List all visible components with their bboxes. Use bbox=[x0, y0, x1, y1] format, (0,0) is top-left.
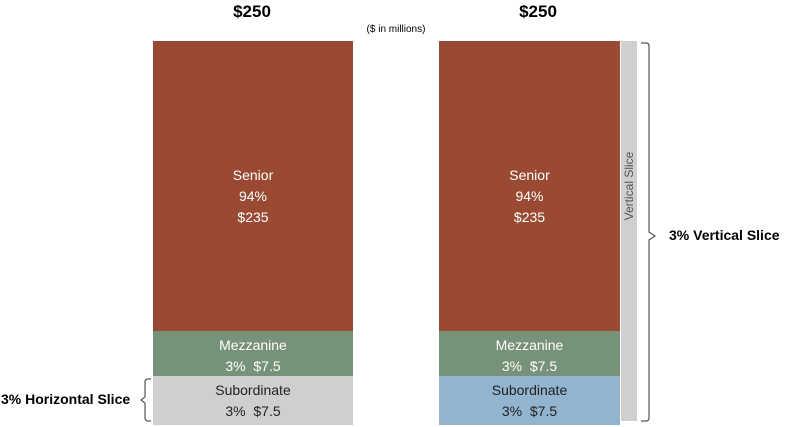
left-mezzanine-name: Mezzanine bbox=[219, 337, 287, 353]
right-mezzanine-tranche: Mezzanine 3% $7.5 bbox=[439, 331, 620, 376]
right-senior-amount: $235 bbox=[513, 209, 546, 225]
vertical-slice-bracket bbox=[641, 42, 657, 422]
right-senior-pct: 94% bbox=[515, 188, 544, 204]
right-subordinate-name: Subordinate bbox=[491, 382, 568, 398]
left-senior-tranche: Senior 94% $235 bbox=[153, 41, 353, 331]
right-mezzanine-name: Mezzanine bbox=[495, 337, 564, 353]
left-total: $250 bbox=[233, 2, 271, 21]
right-total: $250 bbox=[519, 2, 557, 21]
left-subordinate-name: Subordinate bbox=[215, 382, 291, 398]
vertical-slice-annotation: 3% Vertical Slice bbox=[669, 227, 780, 243]
right-subordinate-tranche: Subordinate 3% $7.5 bbox=[439, 376, 620, 425]
units-note: ($ in millions) bbox=[366, 24, 426, 35]
right-senior-tranche: Senior 94% $235 bbox=[439, 41, 620, 331]
horizontal-slice-bracket bbox=[140, 378, 151, 422]
left-mezzanine-tranche: Mezzanine 3% $7.5 bbox=[153, 331, 353, 376]
left-subordinate-tranche: Subordinate 3% $7.5 bbox=[153, 376, 353, 425]
right-mezzanine-value: 3% $7.5 bbox=[501, 358, 558, 374]
left-senior-amount: $235 bbox=[237, 209, 269, 225]
right-senior-name: Senior bbox=[509, 167, 550, 183]
vertical-slice-strip bbox=[621, 41, 637, 421]
horizontal-slice-label: 3% Horizontal Slice bbox=[1, 391, 131, 407]
right-subordinate-value: 3% $7.5 bbox=[501, 403, 558, 419]
left-mezzanine-value: 3% $7.5 bbox=[225, 358, 281, 374]
left-senior-pct: 94% bbox=[238, 188, 268, 204]
left-subordinate-value: 3% $7.5 bbox=[225, 403, 281, 419]
left-senior-name: Senior bbox=[232, 167, 274, 183]
